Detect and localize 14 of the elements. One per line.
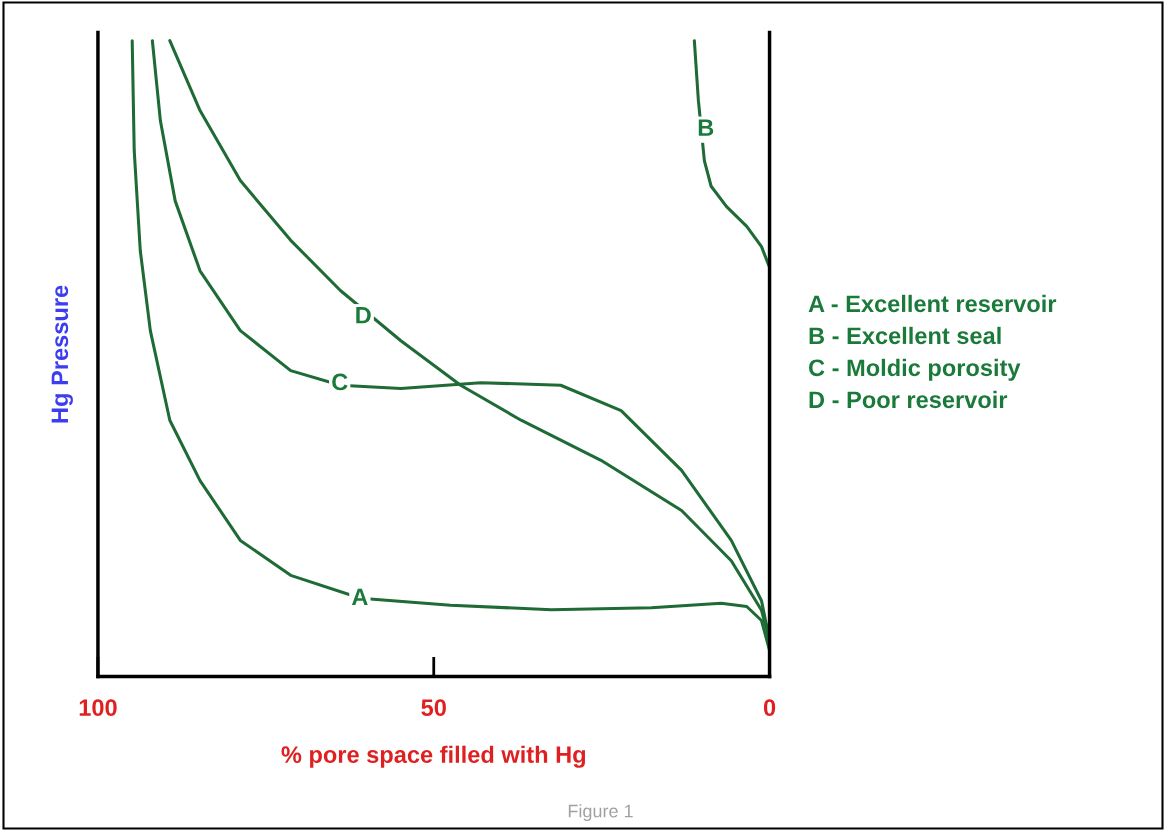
x-tick-label: 50 xyxy=(421,699,446,716)
text: D - Poor reservoir xyxy=(809,390,1008,409)
annotation: D xyxy=(356,307,371,324)
annotation: A xyxy=(351,588,368,605)
x-axis-title: % pore space filled with Hg xyxy=(281,745,586,768)
text: C - Moldic porosity xyxy=(809,358,1021,381)
x-tick-label: 100 xyxy=(79,699,117,716)
caption: Figure 1 xyxy=(568,804,633,822)
text: A - Excellent reservoir xyxy=(808,294,1057,313)
annotation: C xyxy=(332,373,348,391)
text: B - Excellent seal xyxy=(809,326,1001,345)
y-axis-title: Hg Pressure xyxy=(51,285,73,423)
annotation: B xyxy=(698,119,714,136)
x-tick-label: 0 xyxy=(763,699,776,716)
